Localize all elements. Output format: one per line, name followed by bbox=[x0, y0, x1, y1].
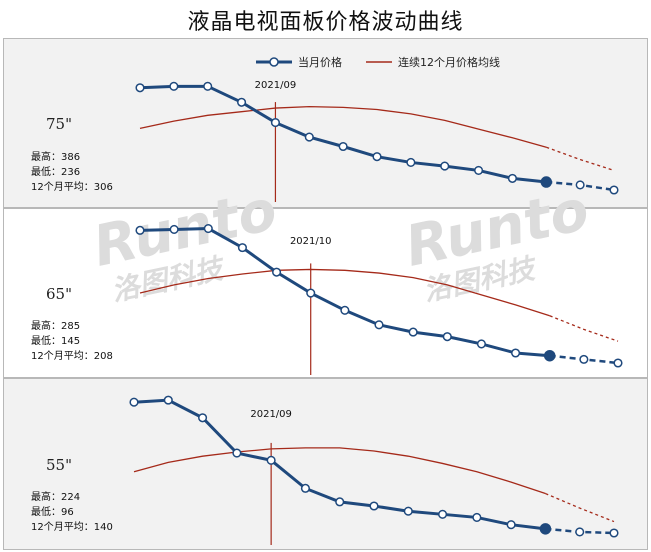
data-point bbox=[266, 455, 276, 465]
data-point bbox=[539, 523, 552, 535]
data-point bbox=[540, 176, 553, 188]
data-point bbox=[472, 512, 482, 522]
chart-title: 液晶电视面板价格波动曲线 bbox=[187, 10, 464, 35]
data-point bbox=[232, 448, 242, 458]
avg-line-forecast bbox=[545, 492, 615, 523]
current-price-line bbox=[139, 227, 550, 358]
data-point bbox=[129, 397, 139, 407]
data-point bbox=[237, 243, 247, 253]
legend-current-swatch bbox=[256, 57, 292, 67]
peak-label: 2021/09 bbox=[250, 409, 292, 420]
data-point bbox=[543, 349, 556, 362]
data-point bbox=[135, 83, 145, 93]
data-point bbox=[306, 288, 316, 298]
data-point bbox=[198, 413, 208, 423]
stat-min: 最低：145 bbox=[31, 336, 81, 347]
avg-line-forecast bbox=[549, 315, 619, 342]
stats-55: 最高：224 最低：96 12个月平均：140 bbox=[31, 490, 113, 535]
stat-avg: 12个月平均：140 bbox=[31, 522, 113, 533]
legend-avg-swatch bbox=[366, 61, 392, 63]
stats-75: 最高：386 最低：236 12个月平均：306 bbox=[31, 150, 113, 195]
legend-avg: 连续12个月价格均线 bbox=[364, 54, 500, 70]
data-point bbox=[408, 327, 418, 337]
data-point bbox=[474, 165, 484, 175]
stats-65: 最高：285 最低：145 12个月平均：208 bbox=[31, 319, 113, 364]
stat-max: 最高：285 bbox=[31, 321, 81, 332]
data-point bbox=[613, 358, 623, 368]
data-point bbox=[372, 152, 382, 162]
legend-current-label: 当月价格 bbox=[298, 56, 342, 69]
size-label-75: 75" bbox=[46, 115, 72, 133]
stat-avg: 12个月平均：306 bbox=[31, 182, 113, 193]
data-point bbox=[609, 185, 619, 195]
stat-min: 最低：236 bbox=[31, 167, 81, 178]
data-point bbox=[575, 180, 585, 190]
stat-max: 最高：224 bbox=[31, 492, 81, 503]
data-point bbox=[237, 97, 247, 107]
avg-line-solid bbox=[139, 268, 550, 317]
avg-line-solid bbox=[139, 105, 547, 148]
peak-label: 2021/09 bbox=[255, 80, 297, 91]
data-point bbox=[300, 483, 310, 493]
data-point bbox=[135, 225, 145, 235]
data-point bbox=[440, 161, 450, 171]
stat-min: 最低：96 bbox=[31, 507, 74, 518]
data-point bbox=[442, 332, 452, 342]
panel-65 bbox=[3, 208, 648, 378]
data-point bbox=[369, 501, 379, 511]
data-point bbox=[169, 224, 179, 235]
data-point bbox=[304, 132, 314, 142]
stat-avg: 12个月平均：208 bbox=[31, 351, 113, 362]
panel-75 bbox=[3, 38, 648, 208]
data-point bbox=[163, 395, 173, 405]
data-point bbox=[169, 81, 179, 91]
data-point bbox=[506, 520, 516, 530]
data-point bbox=[609, 528, 619, 538]
data-point bbox=[476, 339, 486, 349]
data-point bbox=[507, 173, 517, 183]
data-point bbox=[403, 506, 413, 516]
legend-avg-label: 连续12个月价格均线 bbox=[398, 56, 500, 69]
data-point bbox=[203, 81, 213, 91]
size-label-65: 65" bbox=[46, 285, 72, 303]
data-point bbox=[272, 267, 282, 277]
data-point bbox=[203, 223, 213, 234]
stat-max: 最高：386 bbox=[31, 152, 81, 163]
data-point bbox=[338, 141, 348, 152]
current-price-line bbox=[133, 398, 546, 531]
size-label-55: 55" bbox=[46, 456, 72, 474]
data-point bbox=[270, 118, 280, 128]
panel-55 bbox=[3, 378, 648, 550]
legend-current: 当月价格 bbox=[254, 54, 342, 70]
data-point bbox=[438, 509, 448, 519]
data-point bbox=[340, 305, 350, 315]
data-point bbox=[579, 354, 589, 364]
data-point bbox=[335, 497, 345, 507]
data-point bbox=[575, 527, 585, 537]
data-point bbox=[374, 320, 384, 330]
avg-line-forecast bbox=[546, 146, 615, 172]
data-point bbox=[406, 157, 416, 167]
current-price-line bbox=[139, 84, 547, 184]
avg-line-solid bbox=[133, 447, 546, 495]
peak-label: 2021/10 bbox=[290, 236, 332, 247]
data-point bbox=[511, 348, 521, 358]
